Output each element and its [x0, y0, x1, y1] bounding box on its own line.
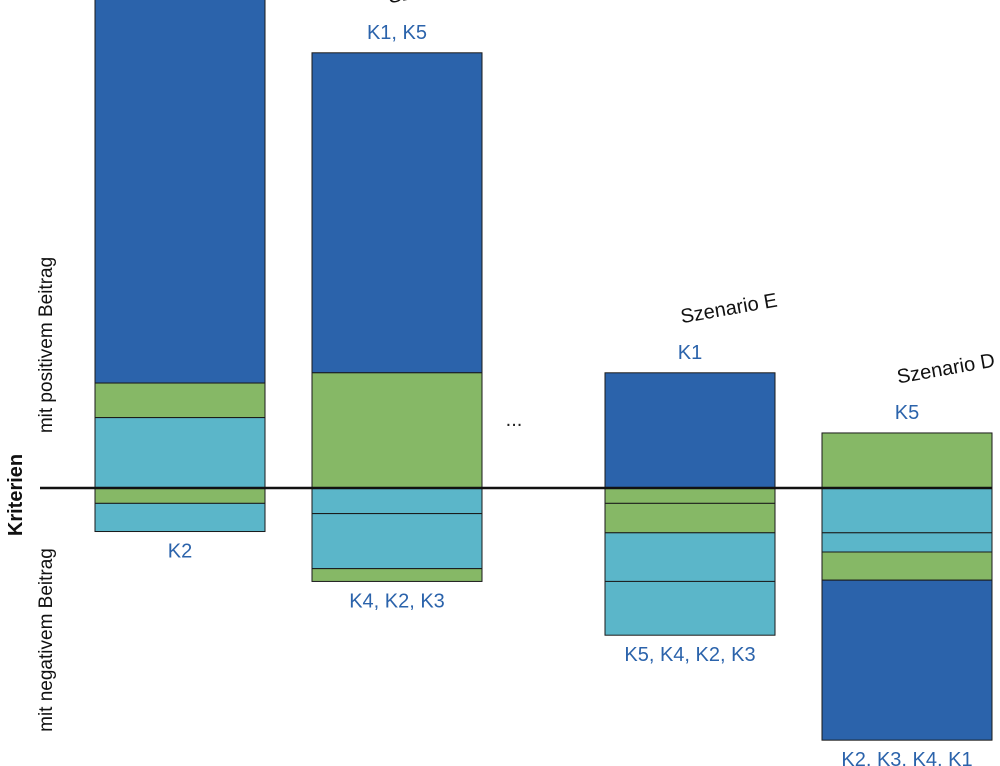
segment-szenario-e-negative-k4 — [604, 502, 776, 534]
segment-szenario-a-negative-k4 — [311, 568, 483, 582]
bar-szenario-e — [604, 372, 776, 636]
segment-szenario-e-positive-k1 — [604, 372, 776, 489]
y-axis-title-group: Kriterien mit positivem Beitrag mit nega… — [5, 257, 57, 732]
segment-szenario-b-negative-k2 — [94, 502, 266, 533]
ellipsis-text: ... — [506, 409, 523, 431]
segment-szenario-d-negative-k4 — [821, 551, 993, 581]
negative-label-szenario-e: K5, K4, K2, K3 — [624, 644, 755, 666]
segment-szenario-b-positive-k1 — [94, 0, 266, 384]
segment-szenario-d-negative-k1 — [821, 579, 993, 741]
scenario-name-szenario-a: Szenario A — [386, 0, 486, 8]
positive-label-szenario-d: K5 — [895, 402, 919, 424]
positive-label-szenario-a: K1, K5 — [367, 22, 427, 44]
segment-szenario-b-negative-k5 — [94, 487, 266, 504]
segment-szenario-b-positive-k3 — [94, 417, 266, 489]
segment-szenario-d-negative-k2 — [821, 487, 993, 534]
bar-szenario-b — [94, 0, 266, 533]
bars-layer — [94, 0, 993, 741]
y-axis-negative-label: mit negativem Beitrag — [36, 548, 57, 732]
bar-szenario-d — [821, 432, 993, 741]
negative-label-szenario-a: K4, K2, K3 — [349, 590, 445, 612]
positive-label-szenario-e: K1 — [678, 342, 702, 364]
segment-szenario-d-positive-k5 — [821, 432, 993, 489]
segment-szenario-a-negative-k3 — [311, 487, 483, 515]
y-axis-title: Kriterien — [5, 454, 27, 536]
bar-szenario-a — [311, 52, 483, 582]
segment-szenario-e-negative-k2 — [604, 532, 776, 582]
segment-szenario-d-negative-k3 — [821, 532, 993, 553]
scenario-name-szenario-d: Szenario D — [895, 350, 996, 389]
segment-szenario-b-positive-k4 — [94, 382, 266, 419]
segment-szenario-a-negative-k2 — [311, 513, 483, 570]
scenario-name-szenario-e: Szenario E — [679, 290, 779, 329]
segment-szenario-e-negative-k5 — [604, 487, 776, 504]
negative-label-szenario-b: K2 — [168, 541, 192, 563]
segment-szenario-a-positive-k5 — [311, 372, 483, 489]
y-axis-positive-label: mit positivem Beitrag — [36, 257, 57, 433]
segment-szenario-e-negative-k3 — [604, 580, 776, 636]
negative-label-szenario-d: K2, K3, K4, K1 — [841, 749, 972, 766]
segment-szenario-a-positive-k1 — [311, 52, 483, 374]
